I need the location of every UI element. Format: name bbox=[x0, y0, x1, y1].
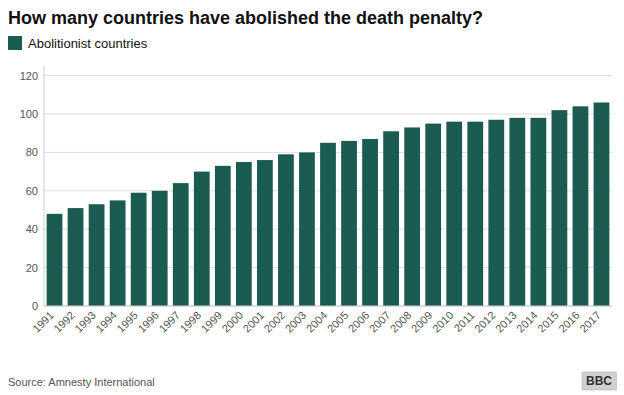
bar bbox=[320, 143, 336, 306]
bar bbox=[509, 118, 525, 306]
x-tick-label: 1996 bbox=[135, 309, 161, 335]
x-tick-label: 2013 bbox=[493, 309, 519, 335]
bar bbox=[383, 131, 399, 306]
y-tick-label: 120 bbox=[20, 70, 38, 82]
y-tick-label: 20 bbox=[26, 262, 38, 274]
x-tick-label: 2005 bbox=[325, 309, 351, 335]
x-tick-label: 2008 bbox=[388, 309, 414, 335]
x-tick-label: 2000 bbox=[219, 309, 245, 335]
grid-line bbox=[44, 306, 612, 307]
x-tick-label: 1991 bbox=[30, 309, 56, 335]
y-tick-label: 60 bbox=[26, 185, 38, 197]
x-tick-label: 1999 bbox=[198, 309, 224, 335]
x-axis-line bbox=[44, 306, 612, 307]
legend-swatch bbox=[8, 36, 22, 50]
bar bbox=[467, 122, 483, 306]
bars bbox=[47, 102, 610, 306]
bar bbox=[194, 172, 210, 306]
title: How many countries have abolished the de… bbox=[8, 8, 483, 28]
bar bbox=[530, 118, 546, 306]
x-tick-label: 2009 bbox=[409, 309, 435, 335]
y-axis-line bbox=[44, 66, 45, 306]
x-tick-label: 1992 bbox=[51, 309, 77, 335]
y-tick-label: 0 bbox=[32, 300, 38, 312]
x-tick-label: 2003 bbox=[283, 309, 309, 335]
legend-label: Abolitionist countries bbox=[28, 36, 148, 51]
bar bbox=[362, 139, 378, 306]
x-tick-label: 1993 bbox=[72, 309, 98, 335]
x-tick-label: 2010 bbox=[430, 309, 456, 335]
bar bbox=[425, 124, 441, 306]
x-tick-label: 2011 bbox=[451, 309, 476, 334]
x-tick-label: 2015 bbox=[535, 309, 561, 335]
grid-line bbox=[44, 75, 612, 76]
bar bbox=[152, 191, 168, 306]
logo-box bbox=[582, 372, 616, 390]
source: Source: Amnesty International bbox=[8, 376, 155, 388]
bar bbox=[404, 127, 420, 306]
x-tick-label: 2002 bbox=[262, 309, 288, 335]
bar bbox=[594, 102, 610, 306]
x-tick-label: 1998 bbox=[177, 309, 203, 335]
y-tick-label: 100 bbox=[20, 108, 38, 120]
bar bbox=[236, 162, 252, 306]
y-tick-label: 40 bbox=[26, 223, 38, 235]
bar bbox=[89, 204, 105, 306]
x-tick-label: 2016 bbox=[556, 309, 582, 335]
x-tick-label: 2017 bbox=[577, 309, 603, 335]
bar bbox=[552, 110, 568, 306]
bar bbox=[110, 200, 126, 306]
x-tick-label: 2004 bbox=[304, 309, 330, 335]
bar bbox=[341, 141, 357, 306]
logo: BBC bbox=[586, 374, 612, 388]
x-tick-label: 2001 bbox=[241, 309, 267, 335]
y-tick-label: 80 bbox=[26, 146, 38, 158]
bar bbox=[173, 183, 189, 306]
x-tick-label: 1997 bbox=[156, 309, 182, 335]
bar bbox=[299, 152, 315, 306]
bar bbox=[215, 166, 231, 306]
bar bbox=[47, 214, 63, 306]
bar bbox=[278, 154, 294, 306]
x-tick-label: 1994 bbox=[93, 309, 119, 335]
bar bbox=[573, 106, 589, 306]
x-tick-label: 2006 bbox=[346, 309, 372, 335]
bar bbox=[68, 208, 84, 306]
x-tick-label: 2007 bbox=[367, 309, 393, 335]
bar bbox=[488, 120, 504, 306]
bar bbox=[257, 160, 273, 306]
x-tick-label: 2014 bbox=[514, 309, 540, 335]
bar bbox=[446, 122, 462, 306]
chart: How many countries have abolished the de… bbox=[0, 0, 624, 395]
x-tick-label: 1995 bbox=[114, 309, 140, 335]
bar bbox=[131, 193, 147, 306]
grid-line bbox=[44, 114, 612, 115]
x-tick-label: 2012 bbox=[472, 309, 498, 335]
